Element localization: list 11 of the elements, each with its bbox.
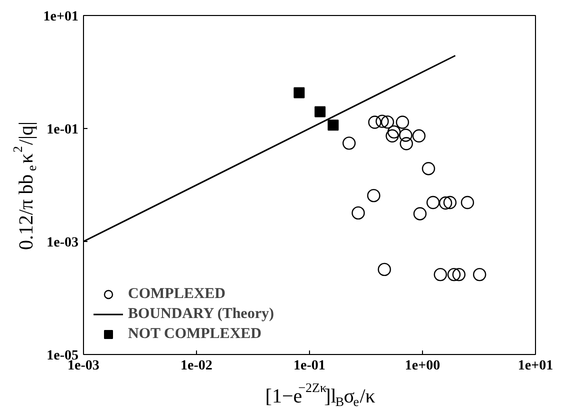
y-tick-label: 1e-01 (46, 122, 79, 138)
legend-label: COMPLEXED (128, 286, 226, 302)
x-tick-label: 1e-02 (180, 358, 212, 374)
legend-label: NOT COMPLEXED (128, 326, 262, 342)
x-tick-label: 1e-01 (294, 358, 326, 374)
legend-label: BOUNDARY (Theory) (128, 306, 274, 322)
y-tick-label: 1e+01 (43, 10, 79, 24)
y-axis-title: 0.12/π bbeκ2/|q| (10, 121, 39, 250)
x-tick-label: 1e+01 (518, 358, 554, 374)
y-tick-label: 1e-03 (46, 236, 79, 250)
x-tick-label: 1e+00 (404, 358, 440, 374)
